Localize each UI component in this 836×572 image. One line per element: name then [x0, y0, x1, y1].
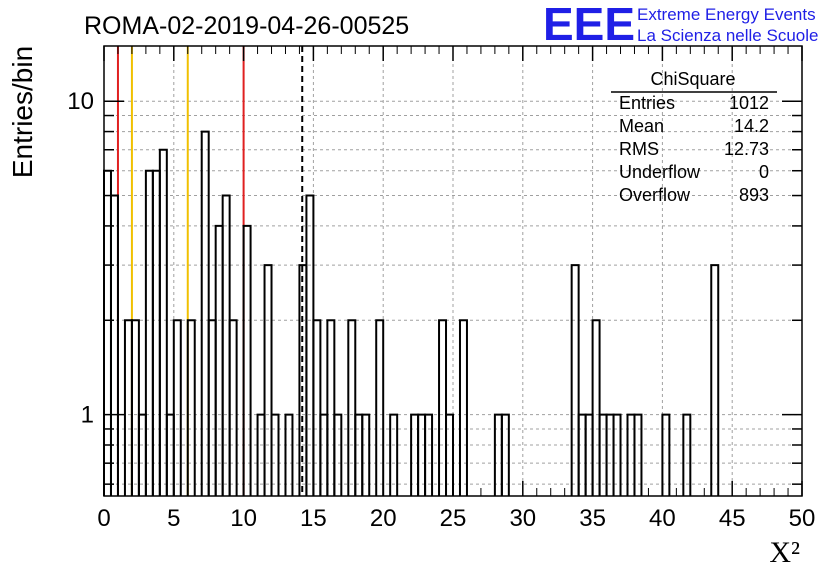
x-tick-label: 10	[230, 505, 257, 532]
histogram-bin	[438, 319, 448, 496]
x-tick-label: 0	[97, 505, 110, 532]
stats-value: 893	[739, 185, 769, 205]
x-tick-label: 40	[649, 505, 676, 532]
histogram-bin	[347, 319, 357, 496]
x-tick-label: 35	[579, 505, 606, 532]
x-tick-label: 20	[370, 505, 397, 532]
y-tick-label: 1	[81, 402, 94, 429]
x-tick-label: 45	[719, 505, 746, 532]
histogram-bin	[445, 413, 454, 496]
x-tick-label: 30	[509, 505, 536, 532]
histogram-bin	[214, 224, 224, 496]
logo-mark: EEE	[543, 0, 635, 50]
histogram-bin	[228, 319, 238, 496]
histogram-bin	[612, 413, 622, 496]
histogram-bin	[242, 224, 252, 496]
y-tick-label: 10	[67, 88, 94, 115]
histogram-bin	[424, 413, 434, 496]
logo-line-1: Extreme Energy Events	[637, 5, 816, 24]
stats-label: RMS	[619, 139, 659, 159]
histogram-bin	[109, 194, 119, 496]
stats-box: ChiSquare Entries 1012 Mean 14.2 RMS 12.73 Und…	[611, 69, 777, 205]
axes: 0 5 10 15 20 25 30 35 40 45 50 1 10	[67, 45, 816, 532]
stats-label: Mean	[619, 116, 664, 136]
histogram-bin	[151, 169, 161, 496]
histogram-bin	[361, 413, 371, 496]
x-axis-title: X²	[769, 536, 800, 569]
histogram-bin	[333, 413, 343, 496]
stats-title: ChiSquare	[650, 69, 735, 89]
histogram-bin	[144, 169, 154, 496]
histogram-bin	[103, 169, 112, 496]
histogram-bin	[305, 194, 315, 496]
histogram-bin	[130, 319, 140, 496]
histogram-bin	[312, 319, 322, 496]
stats-value: 12.73	[724, 139, 769, 159]
histogram-bin	[326, 319, 336, 496]
histogram-bin	[221, 194, 231, 496]
histogram-bin	[375, 319, 385, 496]
histogram-bin	[207, 319, 217, 496]
histogram-bars	[103, 130, 720, 496]
x-tick-label: 5	[167, 505, 180, 532]
histogram-bin	[458, 319, 468, 496]
x-tick-label: 50	[789, 505, 816, 532]
chart-title: ROMA-02-2019-04-26-00525	[84, 12, 409, 40]
x-tick-label: 25	[440, 505, 467, 532]
x-tick-label: 15	[300, 505, 327, 532]
stats-value: 14.2	[734, 116, 769, 136]
histogram-bin	[123, 319, 133, 496]
histogram-bin	[633, 413, 643, 496]
histogram-bin	[710, 264, 720, 496]
histogram-bin	[500, 413, 510, 496]
histogram-bin	[591, 319, 601, 496]
histogram-bin	[389, 413, 399, 496]
histogram-bin	[270, 413, 280, 496]
histogram-bin	[284, 413, 294, 496]
histogram-bin	[570, 264, 580, 496]
stats-value: 0	[759, 162, 769, 182]
histogram-bin	[200, 130, 210, 496]
histogram-bin	[263, 264, 273, 496]
stats-value: 1012	[729, 93, 769, 113]
eee-logo: EEE Extreme Energy Events La Scienza nel…	[543, 0, 818, 50]
stats-label: Entries	[619, 93, 675, 113]
y-axis-title: Entries/bin	[7, 46, 38, 178]
histogram-bin	[661, 413, 671, 496]
histogram-bin	[186, 319, 196, 496]
stats-label: Overflow	[619, 185, 691, 205]
histogram-bin	[158, 148, 168, 496]
stats-label: Underflow	[619, 162, 701, 182]
histogram-bin	[172, 319, 182, 496]
stats-rows: Entries 1012 Mean 14.2 RMS 12.73 Underflow 0 Ove…	[619, 93, 769, 205]
histogram-bin	[682, 413, 692, 496]
logo-line-2: La Scienza nelle Scuole	[637, 26, 818, 45]
